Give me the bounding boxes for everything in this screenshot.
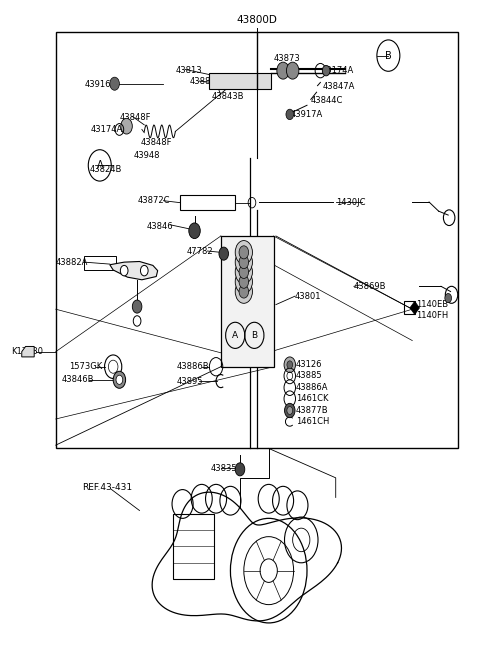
Circle shape [235, 280, 252, 303]
Text: 1461CH: 1461CH [296, 417, 329, 426]
Text: 43880: 43880 [190, 77, 216, 86]
Circle shape [235, 240, 252, 264]
Circle shape [141, 265, 148, 276]
Text: 43886B: 43886B [177, 362, 209, 371]
FancyBboxPatch shape [209, 73, 271, 89]
Text: 43846: 43846 [147, 221, 173, 231]
Polygon shape [22, 346, 34, 357]
Circle shape [323, 66, 330, 76]
Circle shape [287, 407, 293, 415]
Text: 43848F: 43848F [141, 138, 172, 147]
Circle shape [277, 62, 289, 79]
Circle shape [189, 223, 200, 238]
Circle shape [110, 77, 120, 90]
Text: B: B [385, 50, 392, 61]
Circle shape [120, 265, 128, 276]
Text: 43877B: 43877B [296, 406, 329, 415]
Text: 43872C: 43872C [138, 196, 170, 205]
Text: 1430JC: 1430JC [336, 198, 365, 206]
Polygon shape [110, 261, 157, 280]
Circle shape [285, 403, 295, 418]
Circle shape [121, 119, 132, 134]
Text: 43800D: 43800D [236, 15, 277, 26]
Circle shape [235, 270, 252, 293]
Text: 43843B: 43843B [211, 92, 244, 101]
Text: REF.43-431: REF.43-431 [82, 483, 132, 492]
Text: 1140EB: 1140EB [416, 300, 448, 309]
Text: 1573GK: 1573GK [69, 362, 102, 371]
Circle shape [239, 255, 249, 269]
Circle shape [286, 109, 294, 120]
Circle shape [239, 265, 249, 278]
Text: 43873: 43873 [274, 54, 300, 63]
Text: 43916: 43916 [84, 80, 111, 89]
Circle shape [235, 463, 245, 476]
Circle shape [284, 357, 296, 373]
Circle shape [445, 293, 452, 303]
Text: 47782: 47782 [186, 247, 213, 256]
Circle shape [116, 375, 123, 384]
Text: 1461CK: 1461CK [296, 394, 328, 403]
Circle shape [239, 246, 249, 259]
FancyBboxPatch shape [221, 236, 274, 367]
Polygon shape [410, 301, 420, 314]
Circle shape [113, 371, 126, 388]
Text: 43835: 43835 [210, 464, 237, 472]
Text: 43844C: 43844C [311, 96, 343, 105]
Circle shape [235, 250, 252, 274]
Text: B: B [252, 331, 257, 340]
Text: 43824B: 43824B [89, 165, 121, 174]
Text: A: A [96, 160, 103, 170]
Text: A: A [232, 331, 238, 340]
Text: 43895: 43895 [177, 377, 204, 386]
Text: 43948: 43948 [134, 151, 160, 160]
Text: 43847A: 43847A [323, 83, 355, 92]
Text: 43174A: 43174A [90, 125, 122, 134]
Text: 43848F: 43848F [120, 113, 151, 122]
Text: 43801: 43801 [295, 292, 322, 301]
Text: 43126: 43126 [296, 360, 323, 369]
Circle shape [219, 247, 228, 260]
Circle shape [287, 62, 299, 79]
Text: 43882A: 43882A [56, 257, 88, 267]
Circle shape [287, 361, 293, 369]
Circle shape [235, 260, 252, 284]
Text: 43917A: 43917A [290, 110, 323, 119]
Text: 1140FH: 1140FH [416, 310, 448, 320]
Text: 43869B: 43869B [354, 282, 386, 291]
Text: K17530: K17530 [11, 347, 43, 356]
Text: 43886A: 43886A [296, 383, 328, 392]
Circle shape [239, 275, 249, 288]
Text: 43174A: 43174A [322, 66, 354, 75]
Circle shape [132, 300, 142, 313]
Text: 43813: 43813 [175, 66, 202, 75]
Text: 43885: 43885 [296, 371, 323, 381]
Text: 43846B: 43846B [62, 375, 95, 384]
Circle shape [239, 285, 249, 298]
